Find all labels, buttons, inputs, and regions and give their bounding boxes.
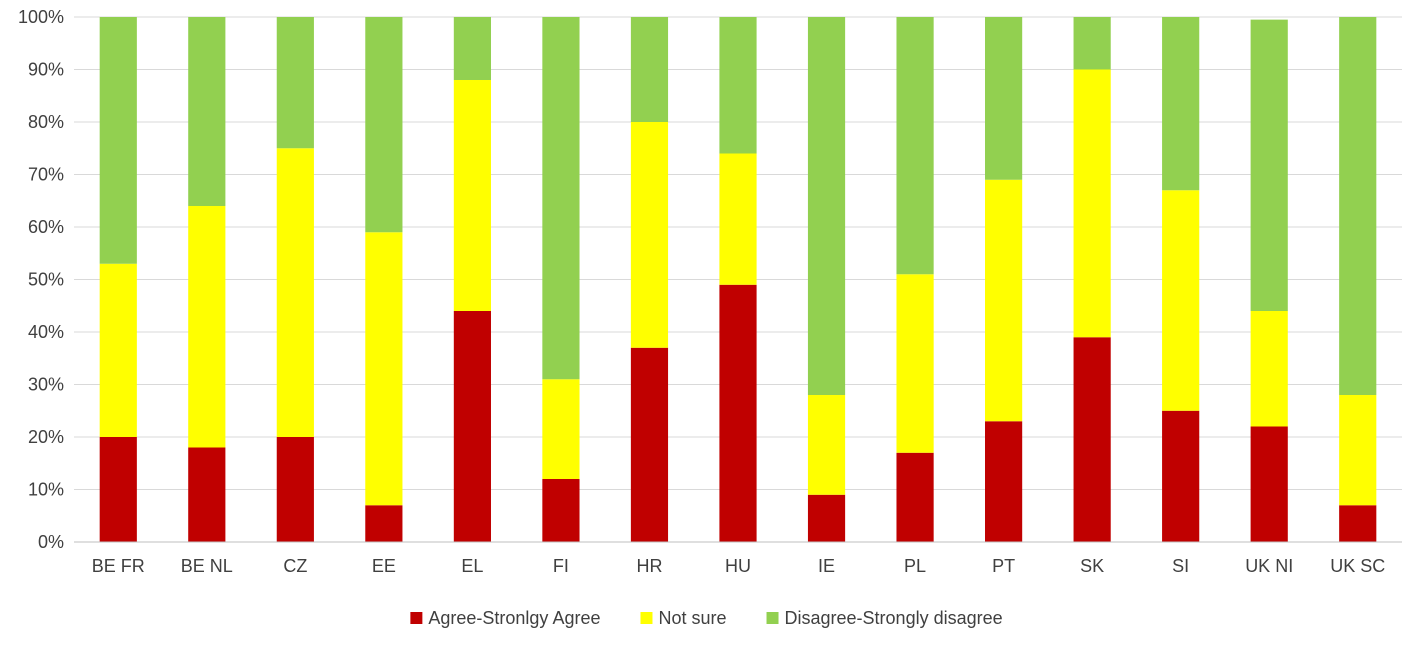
bar-segment (453, 17, 491, 80)
legend-swatch (766, 612, 779, 624)
bar-segment (985, 421, 1023, 542)
bar-segment (1339, 395, 1377, 506)
y-tick-label: 10% (28, 480, 64, 500)
x-tick-label: EE (372, 556, 396, 576)
y-tick-label: 60% (28, 217, 64, 237)
bar-segment (453, 80, 491, 311)
bar-segment (276, 437, 314, 542)
x-tick-label: PL (904, 556, 926, 576)
x-tick-label: UK NI (1245, 556, 1293, 576)
bar-segment (1250, 19, 1288, 311)
bar-segment (365, 17, 403, 233)
x-tick-label: IE (818, 556, 835, 576)
y-tick-label: 90% (28, 60, 64, 80)
bar-segment (630, 17, 669, 122)
y-tick-label: 0% (38, 532, 64, 552)
axis-layer: 0% 10% 20% 30% 40% 50% 60% 70% 80% 90% 100% BE FR BE… (18, 7, 1402, 576)
legend-swatch (410, 612, 423, 624)
bar-segment (1339, 505, 1377, 542)
bar-segment (719, 284, 757, 542)
bar-segment (365, 505, 403, 542)
x-tick-label: EL (461, 556, 483, 576)
x-tick-label: HR (636, 556, 662, 576)
x-tick-label: BE NL (181, 556, 233, 576)
bar-segment (630, 122, 669, 348)
legend-label: Disagree-Strongly disagree (785, 608, 1003, 628)
bar-segment (807, 395, 846, 495)
bar-segment (542, 379, 580, 479)
x-tick-label: FI (553, 556, 569, 576)
bar-segment (188, 17, 226, 206)
bar-segment (630, 347, 669, 542)
bar-segment (99, 437, 137, 542)
bar-segment (99, 263, 137, 437)
y-tick-label: 100% (18, 7, 64, 27)
y-tick-label: 50% (28, 270, 64, 290)
legend-label: Not sure (658, 608, 726, 628)
bar-segment (1162, 410, 1200, 542)
legend-label: Agree-Stronlgy Agree (428, 608, 600, 628)
bar-segment (188, 447, 226, 542)
bar-segment (896, 452, 934, 542)
bar-segment (896, 274, 934, 453)
bar-segment (807, 17, 846, 395)
bar-segment (542, 479, 580, 542)
legend-swatch (640, 612, 653, 624)
x-tick-label: BE FR (92, 556, 145, 576)
y-tick-label: 70% (28, 165, 64, 185)
bar-segment (896, 17, 934, 275)
bar-segment (1162, 17, 1200, 191)
bar-segment (188, 206, 226, 448)
x-tick-label: PT (992, 556, 1015, 576)
bar-segment (1250, 311, 1288, 427)
bar-segment (719, 17, 757, 154)
bars-layer (99, 17, 1377, 542)
bar-segment (719, 153, 757, 285)
bar-segment (1339, 17, 1377, 395)
x-tick-label: SK (1080, 556, 1104, 576)
bar-segment (1073, 17, 1111, 70)
bar-segment (985, 179, 1023, 422)
bar-segment (365, 232, 403, 506)
legend: Agree-Stronlgy Agree Not sure Disagree-Str… (410, 608, 1003, 628)
bar-segment (1073, 337, 1111, 542)
bar-segment (276, 17, 314, 149)
bar-segment (453, 311, 491, 542)
y-tick-label: 40% (28, 322, 64, 342)
x-tick-label: SI (1172, 556, 1189, 576)
y-tick-label: 20% (28, 427, 64, 447)
bar-segment (1250, 426, 1288, 542)
bar-segment (99, 17, 137, 264)
x-tick-label: HU (725, 556, 751, 576)
bar-segment (276, 148, 314, 437)
bar-segment (985, 17, 1023, 180)
bar-segment (807, 494, 846, 542)
x-tick-label: CZ (283, 556, 307, 576)
bar-segment (1073, 69, 1111, 338)
y-tick-label: 80% (28, 112, 64, 132)
bar-segment (1162, 190, 1200, 411)
bar-segment (542, 17, 580, 380)
x-tick-label: UK SC (1330, 556, 1385, 576)
y-tick-label: 30% (28, 375, 64, 395)
